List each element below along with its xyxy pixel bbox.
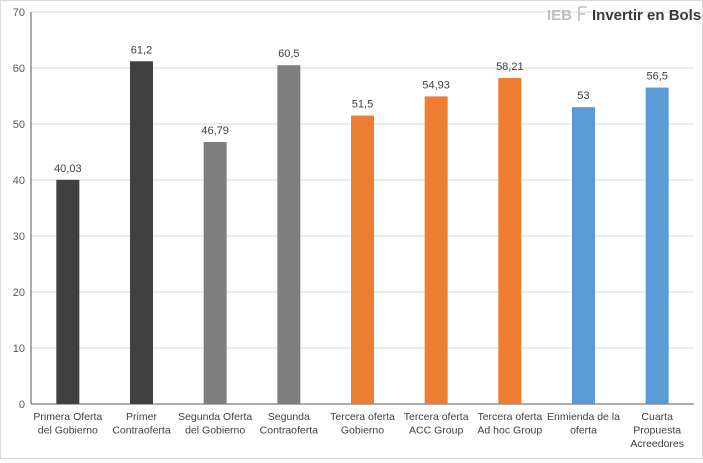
x-tick-label: Tercera oferta Ad hoc Group [477, 411, 542, 437]
x-tick-label: Tercera oferta ACC Group [404, 411, 469, 437]
data-labels: 40,03 61,2 46,79 60,5 51,5 54,93 58,21 53 56,5 [54, 44, 668, 175]
x-tick-label: Primera Oferta del Gobierno [33, 411, 102, 437]
data-label: 61,2 [131, 44, 152, 56]
y-tick-label: 20 [13, 287, 25, 299]
x-tick-label: Enmienda de la oferta [547, 411, 620, 437]
logo-prefix: IEB [547, 7, 572, 24]
y-tick-label: 60 [13, 63, 25, 75]
bar [498, 78, 522, 405]
y-tick-label: 70 [13, 7, 25, 19]
bar [277, 65, 301, 404]
bar [572, 107, 595, 404]
logo-mark-icon [578, 6, 587, 21]
data-label: 51,5 [352, 99, 373, 111]
brand-logo: IEB Invertir en Bolsa [547, 6, 703, 24]
bar [130, 61, 153, 404]
bar [645, 87, 669, 404]
x-tick-label: Cuarta Propuesta Acreedores [630, 411, 684, 450]
data-label: 58,21 [496, 61, 524, 73]
bar [203, 141, 227, 404]
y-tick-label: 40 [13, 175, 25, 187]
bar [56, 179, 80, 404]
logo-name: Invertir en Bolsa [592, 7, 702, 24]
x-tick-label: Segunda Oferta del Gobierno [178, 411, 252, 437]
x-tick-label: Primer Contraoferta [112, 411, 171, 437]
y-tick-label: 30 [13, 231, 25, 243]
x-tick-label: Tercera oferta Gobierno [330, 411, 395, 437]
data-label: 53 [577, 90, 589, 102]
y-tick-label: 10 [13, 343, 25, 355]
x-tick-label: Segunda Contraoferta [260, 411, 319, 437]
data-label: 56,5 [646, 71, 667, 83]
bar [351, 115, 374, 404]
y-tick-label: 50 [13, 119, 25, 131]
bar [424, 96, 448, 404]
y-tick-label: 0 [19, 399, 25, 411]
category-labels: Primera Oferta del Gobierno Primer Contraof… [33, 411, 684, 450]
data-label: 54,93 [422, 79, 450, 91]
bars [56, 61, 669, 405]
data-label: 40,03 [54, 163, 82, 175]
data-label: 46,79 [201, 125, 229, 137]
data-label: 60,5 [278, 48, 299, 60]
